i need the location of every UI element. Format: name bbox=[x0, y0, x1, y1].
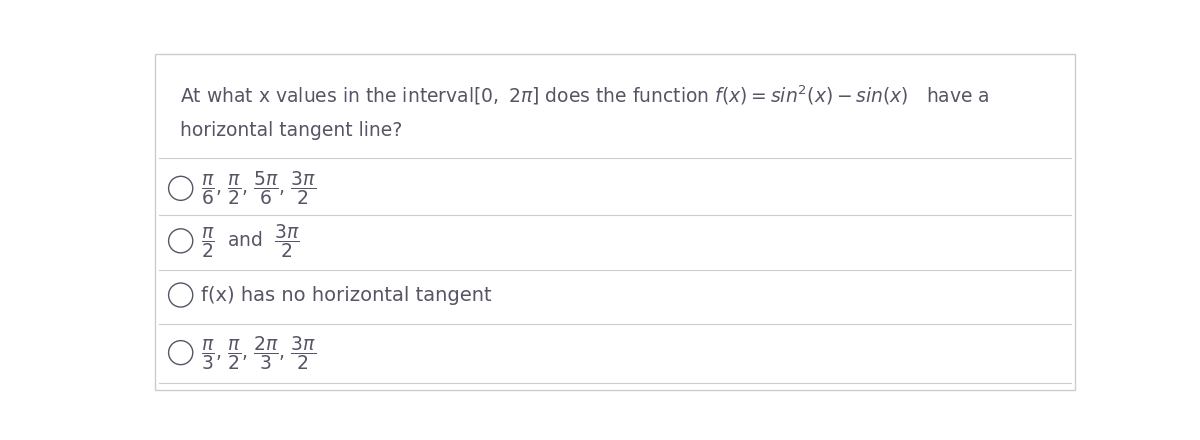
Text: $\dfrac{\pi}{6}$, $\dfrac{\pi}{2}$, $\dfrac{5\pi}{6}$, $\dfrac{3\pi}{2}$: $\dfrac{\pi}{6}$, $\dfrac{\pi}{2}$, $\df… bbox=[202, 169, 317, 207]
Text: $\dfrac{\pi}{3}$, $\dfrac{\pi}{2}$, $\dfrac{2\pi}{3}$, $\dfrac{3\pi}{2}$: $\dfrac{\pi}{3}$, $\dfrac{\pi}{2}$, $\df… bbox=[202, 334, 317, 371]
Text: f(x) has no horizontal tangent: f(x) has no horizontal tangent bbox=[202, 286, 492, 304]
FancyBboxPatch shape bbox=[155, 55, 1075, 390]
Text: horizontal tangent line?: horizontal tangent line? bbox=[180, 121, 402, 140]
Text: $\dfrac{\pi}{2}$  and  $\dfrac{3\pi}{2}$: $\dfrac{\pi}{2}$ and $\dfrac{3\pi}{2}$ bbox=[202, 222, 300, 260]
Text: At what x values in the interval$[0,\ 2\pi]$ does the function $f(x) = sin^{2}(x: At what x values in the interval$[0,\ 2\… bbox=[180, 84, 990, 107]
